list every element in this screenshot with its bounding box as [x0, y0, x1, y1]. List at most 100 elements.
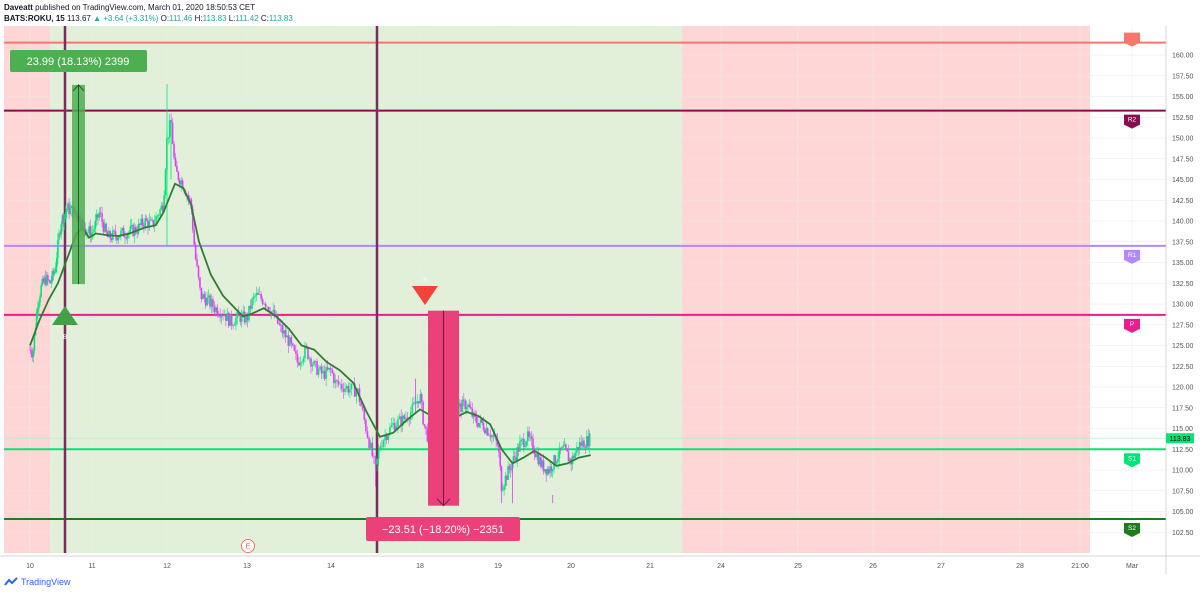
candle-body: [467, 404, 469, 407]
candle-body: [293, 345, 296, 351]
candle-body: [361, 406, 364, 410]
candle-body: [97, 214, 99, 218]
candle-body: [58, 233, 60, 240]
candle-body: [125, 237, 128, 239]
candle-body: [290, 337, 293, 344]
up-arrow-icon: ▲: [93, 14, 102, 23]
gain-label: 23.99 (18.13%) 2399: [27, 56, 130, 68]
candle-body: [534, 454, 537, 458]
candle-body: [116, 236, 118, 241]
candle-body: [520, 439, 523, 442]
candle-body: [512, 456, 515, 464]
loss-label: −23.51 (−18.20%) −2351: [382, 524, 504, 536]
candle-body: [384, 435, 386, 441]
candle-body: [204, 298, 207, 306]
candle-body: [471, 408, 474, 417]
candle-body: [369, 442, 372, 448]
candle-body: [323, 370, 326, 379]
candle-body: [499, 452, 501, 467]
candle-body: [328, 367, 330, 370]
candle-body: [226, 312, 229, 321]
author-name: Daveatt: [4, 3, 33, 12]
last-price-label: 113.83: [1170, 436, 1191, 443]
level-tag-s2: [1124, 522, 1140, 537]
candle-body: [196, 259, 198, 266]
candle-body: [555, 461, 558, 464]
x-tick-label: 14: [327, 563, 335, 570]
candle-body: [173, 143, 175, 158]
candle-body: [276, 314, 279, 324]
candle-body: [310, 358, 312, 367]
candle-body: [50, 281, 53, 284]
level-tag-r1: [1124, 249, 1140, 264]
candle-body: [562, 446, 565, 448]
candle-body: [347, 386, 350, 393]
y-tick-label: 150.00: [1172, 136, 1194, 143]
candle-body: [574, 452, 577, 458]
candle-body: [301, 361, 303, 363]
candle-body: [93, 229, 95, 233]
candle-body: [229, 314, 231, 326]
candle-body: [549, 466, 551, 474]
candle-body: [207, 295, 210, 298]
candle-body: [411, 403, 414, 413]
candle-body: [152, 220, 155, 227]
candle-body: [243, 311, 246, 323]
candle-body: [266, 306, 268, 308]
candle-body: [350, 383, 353, 390]
candle-body: [319, 366, 321, 370]
y-tick-label: 142.50: [1172, 198, 1194, 205]
candle-body: [503, 486, 505, 490]
candle-body: [252, 296, 255, 299]
candle-body: [566, 448, 569, 452]
candle-body: [561, 447, 563, 451]
candle-body: [63, 214, 66, 223]
candle-body: [509, 469, 512, 471]
red-zone-right: [682, 26, 1090, 553]
y-tick-label: 135.00: [1172, 260, 1194, 267]
gain-label-box: [10, 50, 147, 72]
candle-body: [242, 311, 244, 314]
candle-body: [156, 215, 159, 217]
candle-body: [225, 315, 227, 321]
candle-body: [532, 438, 534, 451]
close-value: 113.83: [268, 14, 293, 23]
level-label-r2: R2: [1128, 117, 1137, 124]
y-tick-label: 120.00: [1172, 385, 1194, 392]
tradingview-brand[interactable]: TradingView: [4, 577, 71, 587]
candle-body: [61, 215, 64, 225]
earnings-icon: [241, 539, 255, 553]
y-tick-label: 127.50: [1172, 322, 1194, 329]
candle-body: [64, 212, 67, 215]
candle-body: [200, 287, 203, 300]
candle-body: [114, 231, 117, 237]
candle-body: [559, 447, 562, 451]
candle-body: [126, 233, 129, 239]
y-tick-label: 125.00: [1172, 343, 1194, 350]
candle-body: [537, 453, 540, 465]
candle-body: [263, 303, 265, 305]
candle-body: [47, 275, 49, 281]
candle-body: [88, 226, 90, 232]
candle-body: [341, 384, 343, 389]
candle-body: [168, 120, 171, 138]
candle-body: [153, 222, 156, 227]
candle-body: [258, 293, 261, 295]
candle-body: [405, 417, 407, 419]
candle-body: [491, 435, 493, 438]
candle-body: [273, 309, 276, 318]
x-tick-label: 26: [869, 563, 877, 570]
candle-body: [282, 330, 285, 334]
candle-body: [533, 450, 536, 455]
candle-body: [317, 369, 320, 375]
candle-body: [162, 205, 164, 212]
x-tick-label: 12: [163, 563, 171, 570]
candle-body: [465, 406, 468, 410]
x-tick-label: 10: [26, 563, 34, 570]
candle-body: [222, 314, 224, 316]
candle-body: [460, 403, 462, 412]
candle-body: [69, 207, 71, 215]
candle-body: [129, 226, 132, 232]
candle-body: [581, 440, 584, 446]
